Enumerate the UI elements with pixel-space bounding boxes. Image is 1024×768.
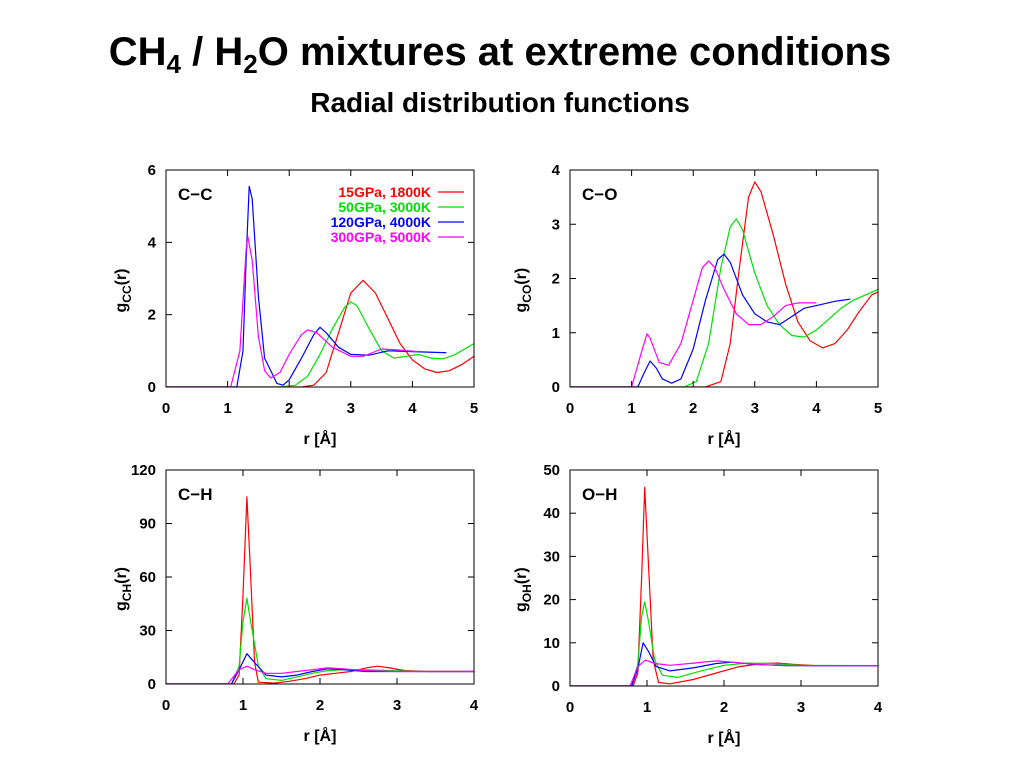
y-tick-label: 0 <box>552 379 560 396</box>
x-tick-label: 0 <box>566 699 574 716</box>
x-tick-label: 0 <box>162 400 170 417</box>
y-axis-label-tail: (r) <box>513 268 530 285</box>
x-tick-label: 0 <box>162 697 170 714</box>
x-tick-label: 5 <box>470 400 478 417</box>
y-tick-label: 4 <box>552 162 561 179</box>
y-tick-label: 60 <box>139 569 156 586</box>
y-axis-label-main: g <box>513 602 530 612</box>
y-tick-label: 30 <box>543 548 560 565</box>
legend-label-2: 120GPa, 4000K <box>331 214 431 230</box>
series-line-0 <box>570 486 878 686</box>
x-tick-label: 1 <box>627 400 635 417</box>
y-tick-label: 40 <box>543 505 560 522</box>
y-axis-label-main: g <box>113 601 130 611</box>
y-tick-label: 20 <box>543 592 560 609</box>
y-tick-label: 30 <box>139 623 156 640</box>
series-line-0 <box>166 279 474 387</box>
chart-panel-co: 0 1 2 3 4 5 0 1 2 3 4 r [Å] gCO(r) C−O <box>513 162 882 448</box>
y-tick-label: 0 <box>552 678 560 695</box>
y-axis-label-sub: OH <box>520 584 534 602</box>
y-axis-label-tail: (r) <box>113 567 130 584</box>
series-line-0 <box>570 181 878 387</box>
y-axis-label: gCO(r) <box>513 268 534 313</box>
panel-label: C−O <box>582 185 617 204</box>
x-tick-label: 5 <box>874 400 882 417</box>
series-line-1 <box>570 218 878 387</box>
y-axis-label-main: g <box>513 303 530 313</box>
y-axis-label-main: g <box>113 303 130 313</box>
series-line-2 <box>570 642 878 686</box>
series-line-3 <box>570 659 878 686</box>
x-tick-label: 2 <box>720 699 728 716</box>
series-line-3 <box>570 260 817 387</box>
y-tick-label: 1 <box>552 325 560 342</box>
y-tick-label: 0 <box>148 676 156 693</box>
series-line-0 <box>166 496 474 684</box>
x-tick-label: 4 <box>874 699 883 716</box>
x-tick-label: 0 <box>566 400 574 417</box>
plot-frame <box>165 169 475 388</box>
series-line-2 <box>166 185 447 387</box>
chart-panel-cc: 0 1 2 3 4 5 0 2 4 6 r [Å] gCC(r) C−C 15GPa, 1800K50GP… <box>113 162 478 448</box>
x-tick-label: 4 <box>470 697 479 714</box>
x-tick-label: 3 <box>393 697 401 714</box>
x-tick-label: 1 <box>223 400 231 417</box>
panel-label: C−C <box>178 185 212 204</box>
series-line-3 <box>166 236 419 387</box>
x-tick-label: 3 <box>347 400 355 417</box>
series-line-1 <box>570 601 878 686</box>
series-line-1 <box>166 301 474 387</box>
x-tick-label: 1 <box>239 697 247 714</box>
x-axis-label: r [Å] <box>708 429 741 448</box>
y-tick-label: 120 <box>131 462 156 479</box>
series-group <box>570 486 878 686</box>
series-line-1 <box>166 597 474 684</box>
series-group <box>166 496 474 684</box>
chart-panel-ch: 0 1 2 3 4 0 30 60 90 120 r [Å] gCH(r) C−H <box>113 462 479 745</box>
legend-label-1: 50GPa, 3000K <box>338 199 431 215</box>
y-tick-label: 50 <box>543 462 560 479</box>
y-axis-label-sub: CC <box>120 285 134 303</box>
y-axis-label: gCH(r) <box>113 567 134 611</box>
x-axis-label: r [Å] <box>304 726 337 745</box>
y-tick-label: 0 <box>148 379 156 396</box>
y-tick-label: 90 <box>139 516 156 533</box>
y-tick-label: 10 <box>543 635 560 652</box>
x-tick-label: 3 <box>797 699 805 716</box>
x-tick-label: 2 <box>689 400 697 417</box>
x-tick-label: 4 <box>408 400 417 417</box>
x-tick-label: 2 <box>316 697 324 714</box>
x-axis-label: r [Å] <box>304 429 337 448</box>
series-line-2 <box>166 653 474 684</box>
x-tick-label: 4 <box>812 400 821 417</box>
y-axis-label-tail: (r) <box>513 567 530 584</box>
x-tick-label: 2 <box>285 400 293 417</box>
y-tick-label: 3 <box>552 216 560 233</box>
series-group <box>570 181 878 387</box>
y-axis-label: gCC(r) <box>113 268 134 312</box>
x-tick-label: 3 <box>751 400 759 417</box>
legend-label-3: 300GPa, 5000K <box>331 229 431 245</box>
panel-label: O−H <box>582 485 617 504</box>
y-tick-label: 2 <box>148 307 156 324</box>
y-tick-label: 4 <box>148 234 157 251</box>
y-axis-label-sub: CH <box>120 584 134 601</box>
y-tick-label: 2 <box>552 271 560 288</box>
series-group <box>166 185 474 387</box>
y-axis-label: gOH(r) <box>513 567 534 612</box>
y-axis-label-sub: CO <box>520 285 534 303</box>
x-axis-label: r [Å] <box>708 728 741 747</box>
x-tick-label: 1 <box>643 699 651 716</box>
page-subtitle: Radial distribution functions <box>310 87 690 118</box>
series-line-2 <box>570 253 851 387</box>
legend-label-0: 15GPa, 1800K <box>338 184 431 200</box>
y-tick-label: 6 <box>148 162 156 179</box>
panel-label: C−H <box>178 485 212 504</box>
y-axis-label-tail: (r) <box>113 268 130 285</box>
page-title: CH4 / H2O mixtures at extreme conditions <box>108 30 892 79</box>
series-line-3 <box>166 665 474 684</box>
